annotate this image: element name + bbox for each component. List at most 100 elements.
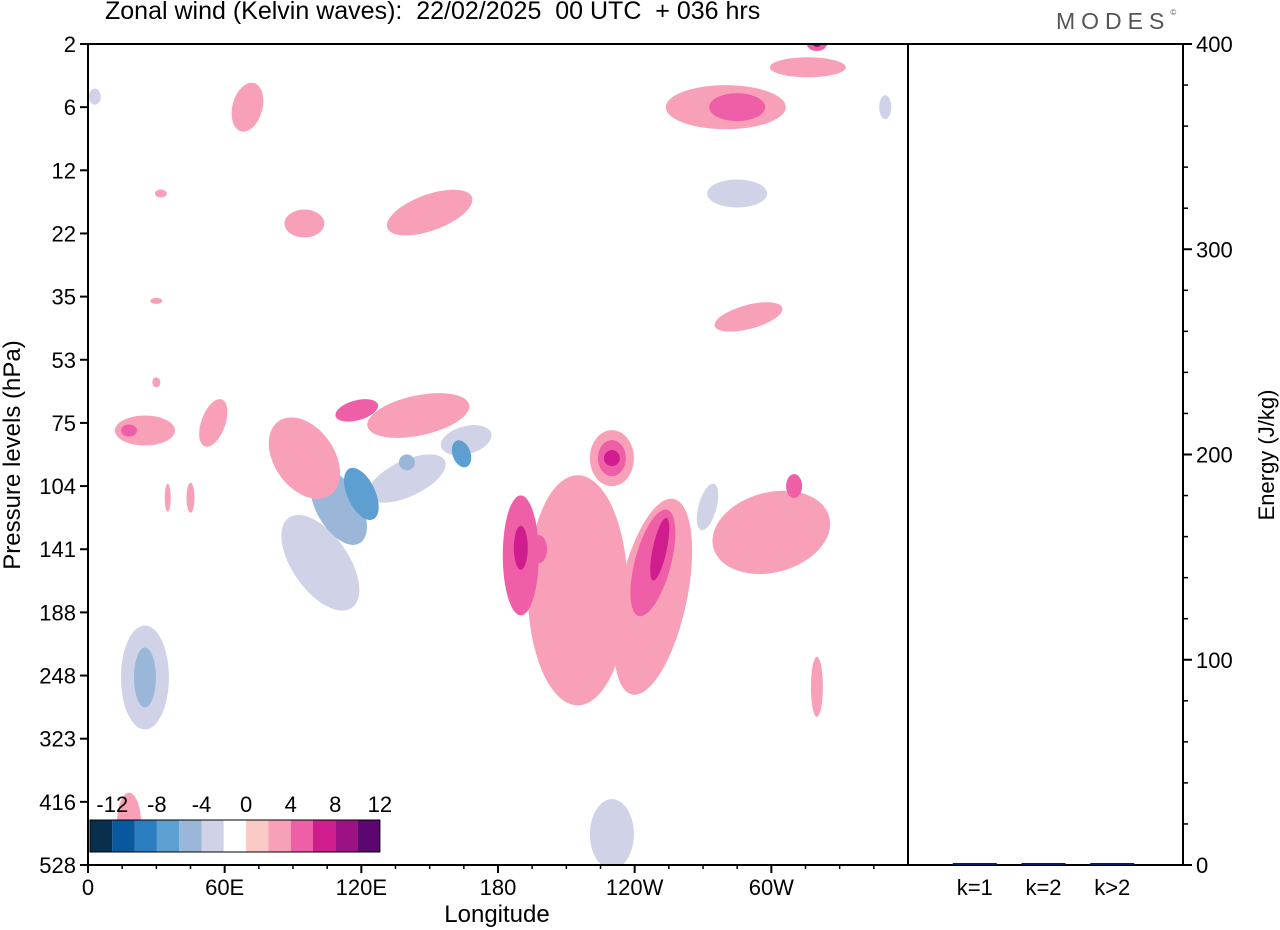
colorbar-label: 8 — [329, 792, 341, 817]
energy-category-label: k>2 — [1094, 875, 1130, 900]
colorbar-swatch — [246, 820, 269, 852]
colorbar-swatch — [156, 820, 180, 852]
colorbar-swatch — [179, 820, 202, 852]
colorbar-label: -4 — [192, 792, 212, 817]
wind-contour — [650, 517, 670, 581]
wind-contour — [575, 232, 694, 270]
logo-text: MODES — [1056, 8, 1171, 34]
x-tick-label: 60W — [749, 875, 794, 900]
colorbar-label: 12 — [368, 792, 392, 817]
energy-axis-label: Energy (J/kg) — [1254, 390, 1279, 521]
energy-tick-label: 0 — [1196, 853, 1208, 878]
wind-contour — [589, 799, 634, 865]
colorbar-label: 4 — [285, 792, 297, 817]
wind-contour — [284, 209, 325, 238]
wind-contour — [368, 454, 446, 503]
y-tick-label: 35 — [52, 285, 76, 310]
wind-contour — [154, 189, 167, 198]
y-tick-label: 528 — [39, 853, 76, 878]
wind-contour — [152, 377, 161, 388]
colorbar-swatch — [357, 820, 380, 852]
x-tick-label: 120E — [336, 875, 387, 900]
y-tick-label: 141 — [39, 537, 76, 562]
y-tick-label: 6 — [64, 95, 76, 120]
energy-axis: 0 100 200 300 400 k=1 k=2 k>2 — [952, 32, 1233, 900]
wind-contour — [88, 88, 101, 105]
colorbar-swatch — [268, 820, 291, 852]
colorbar-swatch — [223, 820, 247, 852]
wind-contour — [707, 179, 768, 208]
colorbar-label: -8 — [147, 792, 167, 817]
y-tick-label: 248 — [39, 664, 76, 689]
colorbar-swatch — [335, 820, 358, 852]
y-tick-label: 22 — [52, 221, 76, 246]
wind-contour — [513, 525, 528, 570]
energy-tick-label: 200 — [1196, 443, 1233, 468]
wind-contour — [386, 189, 473, 236]
wind-contour — [810, 656, 823, 717]
energy-plot-frame — [907, 43, 1184, 866]
wind-contour — [398, 454, 415, 471]
chart-title: Zonal wind (Kelvin waves): 22/02/2025 00… — [105, 0, 761, 25]
modes-logo: MODES© — [1056, 8, 1177, 34]
wind-contour — [335, 399, 379, 422]
wind-contour — [121, 424, 137, 437]
wind-contour — [114, 415, 175, 446]
energy-category-label: k=1 — [957, 875, 993, 900]
wind-contour — [603, 450, 620, 467]
energy-category-label: k=2 — [1025, 875, 1061, 900]
y-tick-label: 416 — [39, 790, 76, 815]
wind-contour — [106, 73, 207, 94]
y-tick-label: 188 — [39, 600, 76, 625]
wind-contour — [893, 509, 908, 590]
colorbar-frame — [89, 819, 381, 853]
y-tick-label: 12 — [52, 158, 76, 183]
wind-contour — [714, 302, 783, 332]
colorbar-swatch — [134, 820, 157, 852]
wind-contour — [690, 354, 761, 379]
wind-contour — [268, 417, 341, 499]
wind-contour — [806, 44, 827, 51]
wind-contour — [186, 482, 195, 513]
colorbar-swatch — [112, 820, 135, 852]
wind-contour — [343, 467, 379, 520]
wind-contour — [199, 399, 228, 447]
wind-contour — [281, 514, 360, 611]
y-tick-label: 53 — [52, 348, 76, 373]
wind-contour — [263, 59, 323, 76]
x-tick-label: 60E — [205, 875, 244, 900]
y-axis-label: Pressure levels (hPa) — [0, 340, 26, 569]
colorbar-swatch — [313, 820, 336, 852]
wind-contour — [709, 93, 766, 122]
wind-contour — [696, 483, 719, 531]
wind-contour — [531, 535, 547, 564]
energy-bar — [1021, 863, 1066, 865]
y-tick-label: 75 — [52, 411, 76, 436]
wind-contour — [769, 57, 846, 78]
y-tick-label: 323 — [39, 727, 76, 752]
colorbar-label: 0 — [240, 792, 252, 817]
wind-contour — [150, 297, 163, 304]
energy-tick-label: 400 — [1196, 32, 1233, 57]
x-tick-label: 120W — [606, 875, 664, 900]
x-tick-label: 180 — [480, 875, 517, 900]
longitude-axis: 0 60E 120E 180 120W 60W — [82, 865, 875, 900]
wind-contour — [879, 95, 892, 120]
energy-bar — [952, 863, 997, 865]
wind-contour — [712, 490, 831, 575]
wind-contour — [164, 483, 171, 512]
x-axis-label: Longitude — [444, 901, 549, 928]
energy-tick-label: 100 — [1196, 648, 1233, 673]
energy-tick-label: 300 — [1196, 237, 1233, 262]
colorbar-label: -12 — [96, 792, 128, 817]
wind-contour — [231, 82, 264, 132]
wind-contour — [119, 472, 139, 523]
pressure-axis: 2 6 12 22 35 53 75 104 141 188 248 323 416 528 — [39, 32, 88, 878]
y-tick-label: 2 — [64, 32, 76, 57]
wind-contour — [451, 440, 472, 468]
colorbar-swatch — [90, 820, 113, 852]
wind-contour — [133, 647, 156, 708]
y-tick-label: 104 — [39, 474, 76, 499]
x-tick-label: 0 — [82, 875, 94, 900]
